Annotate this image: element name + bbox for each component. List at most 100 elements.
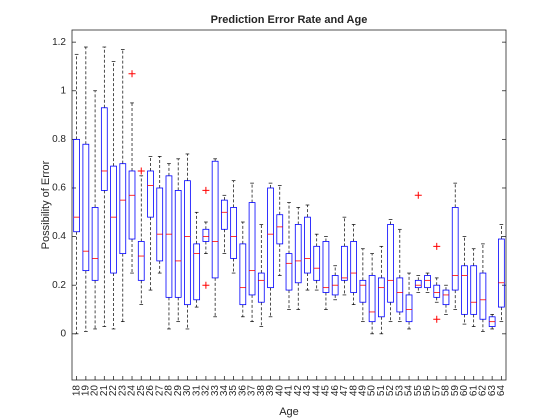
x-tick-label: 37 (247, 385, 258, 397)
x-tick-label: 22 (108, 385, 119, 397)
plot-frame (71, 29, 507, 381)
x-tick-label: 59 (450, 385, 461, 397)
outlier (414, 191, 422, 199)
x-tick-label: 53 (394, 385, 405, 397)
box (470, 265, 478, 315)
x-tick-label: 21 (99, 385, 110, 397)
box (82, 143, 90, 272)
box (257, 272, 265, 303)
box (304, 216, 311, 274)
x-tick-label: 40 (274, 385, 285, 397)
box (285, 253, 293, 291)
outlier (137, 167, 145, 175)
x-tick-label: 60 (459, 385, 470, 397)
x-tick-label: 61 (468, 385, 479, 397)
x-tick-label: 25 (136, 385, 147, 397)
outlier (128, 70, 136, 78)
y-tick-label: 1.2 (52, 37, 66, 48)
box (359, 279, 367, 303)
x-tick-label: 45 (321, 385, 332, 397)
box (230, 207, 237, 259)
x-tick-label: 62 (478, 385, 489, 397)
box (119, 163, 127, 255)
box (479, 272, 487, 320)
box (110, 165, 117, 274)
x-tick-label: 48 (348, 385, 359, 397)
x-tick-label: 43 (302, 385, 313, 397)
box (156, 187, 164, 262)
x-tick-label: 49 (358, 385, 369, 397)
box (377, 277, 385, 318)
x-tick-label: 36 (237, 385, 248, 397)
x-tick-label: 29 (173, 385, 184, 397)
outlier (202, 281, 210, 289)
x-tick-label: 19 (80, 385, 91, 397)
x-tick-label: 51 (376, 385, 387, 397)
box (221, 199, 228, 230)
x-tick-label: 32 (201, 385, 212, 397)
box (350, 241, 357, 293)
box (294, 224, 302, 284)
x-tick-label: 42 (293, 385, 304, 397)
chart-title: Prediction Error Rate and Age (211, 14, 368, 26)
box (424, 275, 431, 289)
x-tick-label: 47 (339, 385, 350, 397)
x-tick-label: 38 (256, 385, 267, 397)
outlier (202, 186, 210, 194)
y-tick-label: 0.8 (52, 134, 66, 145)
box (442, 289, 450, 306)
y-tick-label: 0.4 (52, 231, 66, 242)
box (91, 207, 99, 281)
x-tick-label: 56 (422, 385, 433, 397)
x-tick-label: 52 (385, 385, 396, 397)
box (322, 241, 330, 293)
x-tick-label: 55 (413, 385, 424, 397)
y-tick-label: 0.6 (52, 183, 66, 194)
x-tick-label: 23 (117, 385, 128, 397)
y-axis-label: Possibility of Error (40, 160, 52, 249)
outlier (433, 315, 441, 323)
x-tick-label: 18 (71, 385, 82, 397)
box (341, 245, 348, 281)
box (414, 279, 422, 289)
box (387, 224, 394, 303)
x-tick-label: 24 (127, 385, 138, 397)
box (267, 187, 274, 289)
x-axis-label: Age (279, 406, 299, 418)
x-tick-label: 57 (431, 385, 442, 397)
box (433, 284, 441, 298)
x-tick-label: 41 (284, 385, 295, 397)
box (248, 202, 256, 296)
box (73, 138, 80, 233)
box (461, 265, 468, 315)
x-tick-label: 27 (154, 385, 165, 397)
box (193, 243, 201, 301)
box (202, 228, 210, 242)
box (128, 170, 136, 240)
box (405, 294, 413, 323)
x-tick-label: 46 (330, 385, 341, 397)
x-tick-label: 20 (90, 385, 101, 397)
box (147, 170, 154, 218)
x-tick-label: 44 (311, 385, 322, 397)
x-tick-label: 28 (164, 385, 175, 397)
x-tick-label: 50 (367, 385, 378, 397)
box (276, 214, 284, 245)
box (396, 277, 404, 313)
box (498, 238, 505, 308)
box (211, 160, 219, 279)
box (174, 190, 182, 298)
x-tick-label: 26 (145, 385, 156, 397)
x-tick-label: 63 (487, 385, 498, 397)
box (313, 245, 321, 281)
box (239, 243, 247, 306)
box (165, 175, 173, 298)
box (137, 241, 145, 281)
x-tick-label: 35 (228, 385, 239, 397)
x-tick-label: 31 (191, 385, 202, 397)
box (368, 275, 376, 323)
x-tick-label: 54 (404, 385, 415, 397)
y-tick-label: 1 (60, 85, 66, 96)
x-tick-label: 34 (219, 385, 230, 397)
